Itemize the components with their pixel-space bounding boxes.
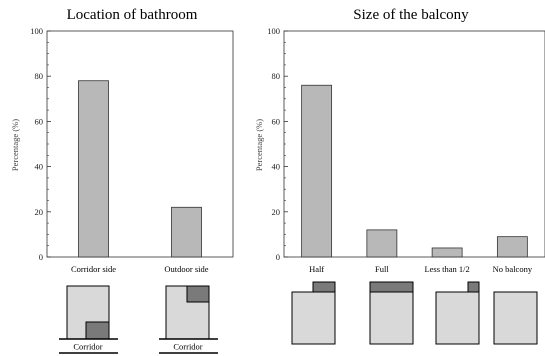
category-label: Corridor side: [71, 264, 116, 274]
balcony-diagram-less-than-half: [435, 281, 480, 345]
balcony-rect: [369, 281, 414, 293]
chart-title: Size of the balcony: [353, 7, 469, 23]
bar-half: [301, 84, 333, 258]
y-ticks: 0 20 40 60 80 100: [30, 26, 51, 262]
room-rect: [435, 291, 480, 345]
y-axis-label: Percentage (%): [10, 119, 20, 171]
y-tick-label: 80: [272, 71, 281, 81]
balcony-size-chart: Size of the balcony Percentage (%) 0 20 40…: [254, 7, 545, 274]
category-label: Less than 1/2: [424, 264, 469, 274]
y-tick-label: 20: [272, 207, 281, 217]
bathroom-location-chart: Location of bathroom Percentage (%) 0 20 4…: [10, 7, 234, 274]
balcony-diagram-full: [369, 281, 414, 345]
y-tick-label: 0: [276, 252, 280, 262]
y-tick-label: 100: [30, 26, 43, 36]
plot-frame: [46, 30, 234, 258]
category-label: No balcony: [493, 264, 533, 274]
bar-full: [366, 229, 398, 258]
y-tick-label: 20: [35, 207, 44, 217]
y-tick-label: 80: [35, 71, 44, 81]
balcony-rect: [467, 281, 480, 293]
y-tick-label: 0: [39, 252, 43, 262]
bars: [301, 84, 528, 258]
category-labels: Corridor side Outdoor side: [71, 264, 209, 274]
y-axis-label: Percentage (%): [254, 119, 264, 171]
y-tick-label: 60: [272, 116, 281, 126]
category-label: Half: [309, 264, 324, 274]
bars: [78, 80, 202, 258]
corridor-label: Corridor: [73, 342, 102, 352]
bathroom-rect: [186, 285, 210, 303]
room-rect: [493, 291, 538, 345]
corridor-label: Corridor: [173, 342, 202, 352]
y-ticks: 0 20 40 60 80 100: [267, 26, 288, 262]
bar-less-than-1-2: [431, 247, 463, 258]
y-tick-label: 40: [35, 162, 44, 172]
bathroom-diagram-corridor-side: Corridor: [59, 285, 118, 354]
room-rect: [291, 291, 336, 345]
balcony-rect: [312, 281, 336, 293]
y-tick-label: 60: [35, 116, 44, 126]
bar-outdoor-side: [171, 206, 202, 258]
category-label: Full: [375, 264, 389, 274]
bathroom-diagram-outdoor-side: Corridor: [159, 285, 218, 354]
y-tick-label: 40: [272, 162, 281, 172]
bar-corridor-side: [78, 80, 109, 258]
balcony-diagram-half: [291, 281, 336, 345]
category-labels: Half Full Less than 1/2 No balcony: [309, 264, 533, 274]
axes-frame: [46, 30, 234, 258]
bathroom-rect: [85, 321, 110, 340]
balcony-diagram-no-balcony: [493, 291, 538, 345]
y-tick-label: 100: [267, 26, 280, 36]
bar-no-balcony: [496, 236, 528, 258]
chart-title: Location of bathroom: [67, 7, 198, 23]
room-rect: [369, 291, 414, 345]
category-label: Outdoor side: [164, 264, 208, 274]
